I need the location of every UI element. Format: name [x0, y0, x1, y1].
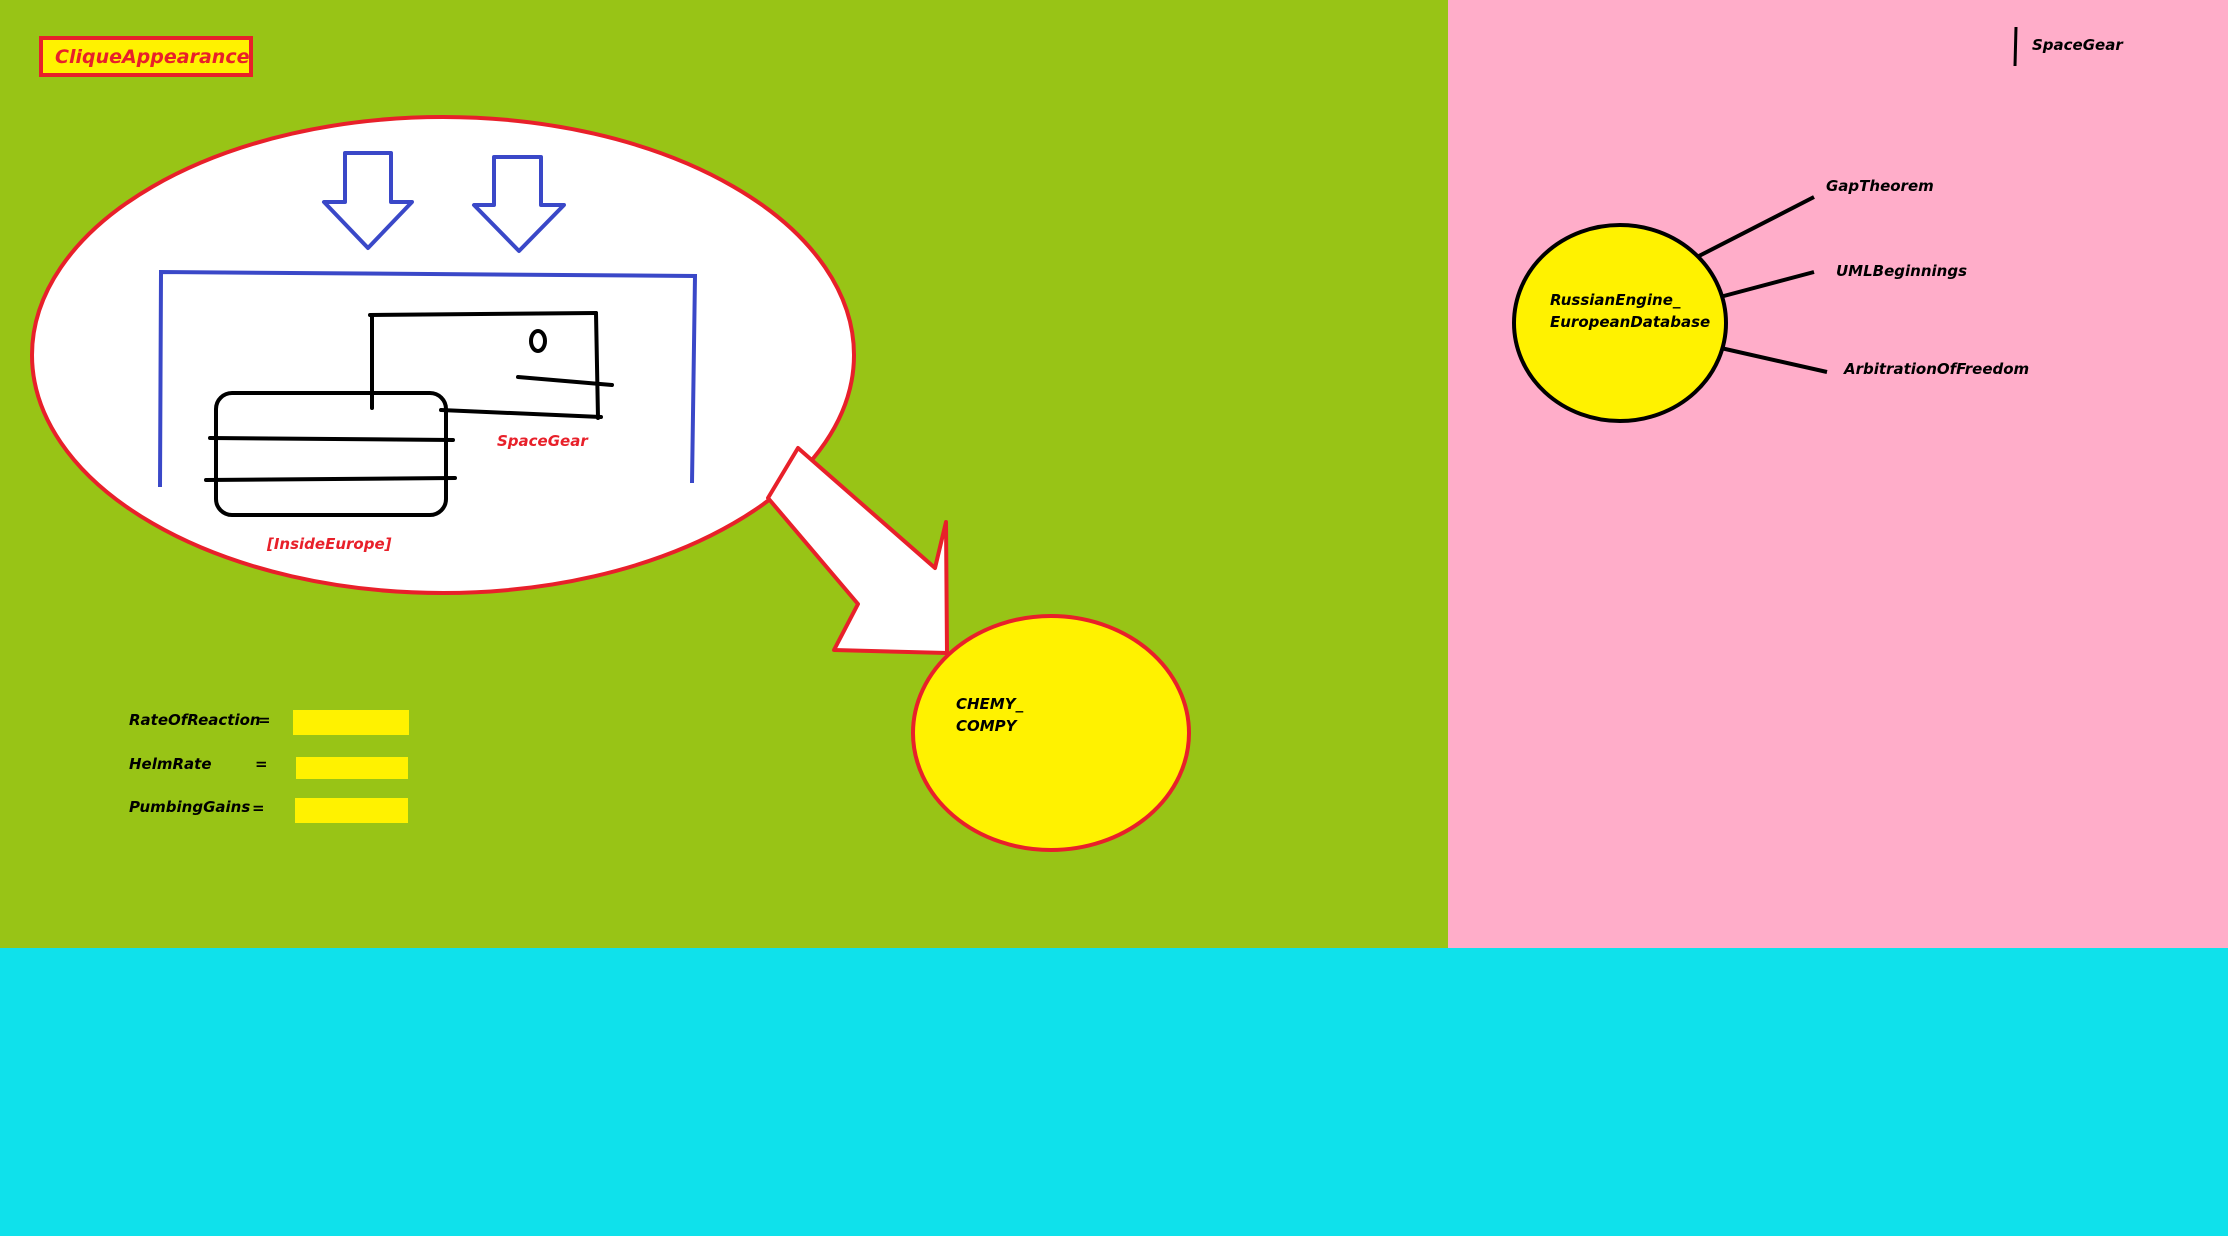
metric-field-pumbing-gains[interactable]	[295, 798, 408, 823]
pointer-arrow	[766, 446, 949, 655]
metric-equals-helm-rate: =	[255, 755, 268, 773]
branch-label-arbitration-of-freedom: ArbitrationOfFreedom	[1844, 360, 2030, 378]
blue-frame	[158, 269, 698, 488]
title-box: CliqueAppearance	[39, 36, 253, 77]
pink-panel	[1448, 0, 2228, 948]
bubble-caption: [InsideEurope]	[267, 535, 392, 553]
header-tick	[2013, 26, 2018, 67]
branch-line-gap-theorem	[1696, 195, 1815, 259]
down-arrow-right	[472, 155, 566, 253]
branch-line-uml-beginnings	[1719, 270, 1815, 299]
metric-label-pumbing-gains: PumbingGains	[129, 798, 251, 816]
hub-line2: EuropeanDatabase	[1550, 313, 1711, 331]
target-circle-line2: COMPY	[956, 717, 1017, 735]
hub-line1: RussianEngine_	[1550, 291, 1681, 309]
hub-circle	[1512, 223, 1728, 423]
metric-field-helm-rate[interactable]	[296, 757, 408, 779]
branch-label-uml-beginnings: UMLBeginnings	[1836, 262, 1967, 280]
page-title: CliqueAppearance	[55, 45, 250, 68]
metric-equals-pumbing-gains: =	[252, 799, 265, 817]
thought-bubble	[30, 115, 856, 595]
cyan-panel	[0, 948, 2228, 1236]
metric-field-rate-of-reaction[interactable]	[293, 710, 409, 735]
target-circle-line1: CHEMY_	[956, 695, 1024, 713]
metric-label-rate-of-reaction: RateOfReaction	[129, 711, 261, 729]
metric-label-helm-rate: HelmRate	[129, 755, 212, 773]
branch-line-arbitration	[1711, 344, 1828, 374]
branch-label-gap-theorem: GapTheorem	[1826, 177, 1934, 195]
down-arrow-left	[322, 151, 414, 250]
sketch-label: SpaceGear	[497, 432, 588, 450]
target-circle	[911, 614, 1191, 852]
pink-panel-header: SpaceGear	[2032, 36, 2123, 54]
metric-equals-rate-of-reaction: =	[258, 711, 271, 729]
machine-sketch	[204, 311, 614, 517]
